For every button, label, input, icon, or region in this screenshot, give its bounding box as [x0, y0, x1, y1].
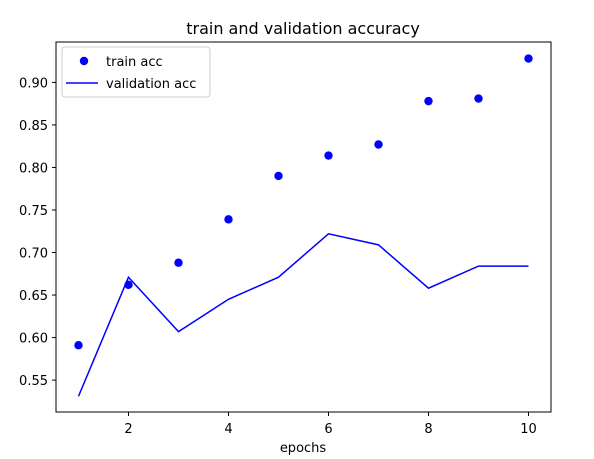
- train-acc-point: [174, 258, 183, 267]
- axis-ticks: 2 4 6 8 10 0.55 0.60 0.65 0.70 0.75 0.80 0.85 0.90: [19, 76, 537, 437]
- plot-area: [74, 54, 533, 397]
- train-acc-point: [524, 54, 533, 63]
- legend-train-label: train acc: [106, 55, 163, 70]
- axes-frame: [55, 41, 552, 413]
- validation-acc-line: [77, 232, 529, 397]
- train-acc-point: [374, 140, 383, 149]
- y-tick-label: 0.65: [19, 289, 48, 304]
- x-tick-label: 8: [424, 422, 432, 437]
- legend-box: [61, 46, 211, 98]
- train-acc-point: [424, 96, 433, 106]
- train-acc-point: [224, 215, 233, 224]
- legend-train-marker: [79, 56, 89, 66]
- x-tick-label: 6: [324, 422, 332, 437]
- train-acc-point: [474, 94, 483, 103]
- y-tick-label: 0.80: [19, 161, 48, 176]
- train-acc-point: [74, 341, 83, 350]
- y-tick-label: 0.90: [19, 76, 48, 91]
- x-tick-label: 10: [520, 422, 537, 437]
- y-tick-label: 0.60: [19, 332, 48, 347]
- chart-title: train and validation accuracy: [186, 19, 420, 38]
- legend-validation-label: validation acc: [106, 77, 196, 92]
- train-acc-point: [324, 151, 333, 160]
- y-tick-label: 0.85: [19, 119, 48, 134]
- y-tick-label: 0.70: [19, 247, 48, 262]
- y-tick-label: 0.75: [19, 204, 48, 219]
- legend: train acc validation acc: [61, 46, 211, 98]
- x-tick-label: 2: [124, 422, 132, 437]
- x-tick-label: 4: [224, 422, 232, 437]
- train-acc-point: [274, 171, 283, 181]
- y-tick-label: 0.55: [19, 374, 48, 389]
- x-axis-title: epochs: [280, 441, 327, 456]
